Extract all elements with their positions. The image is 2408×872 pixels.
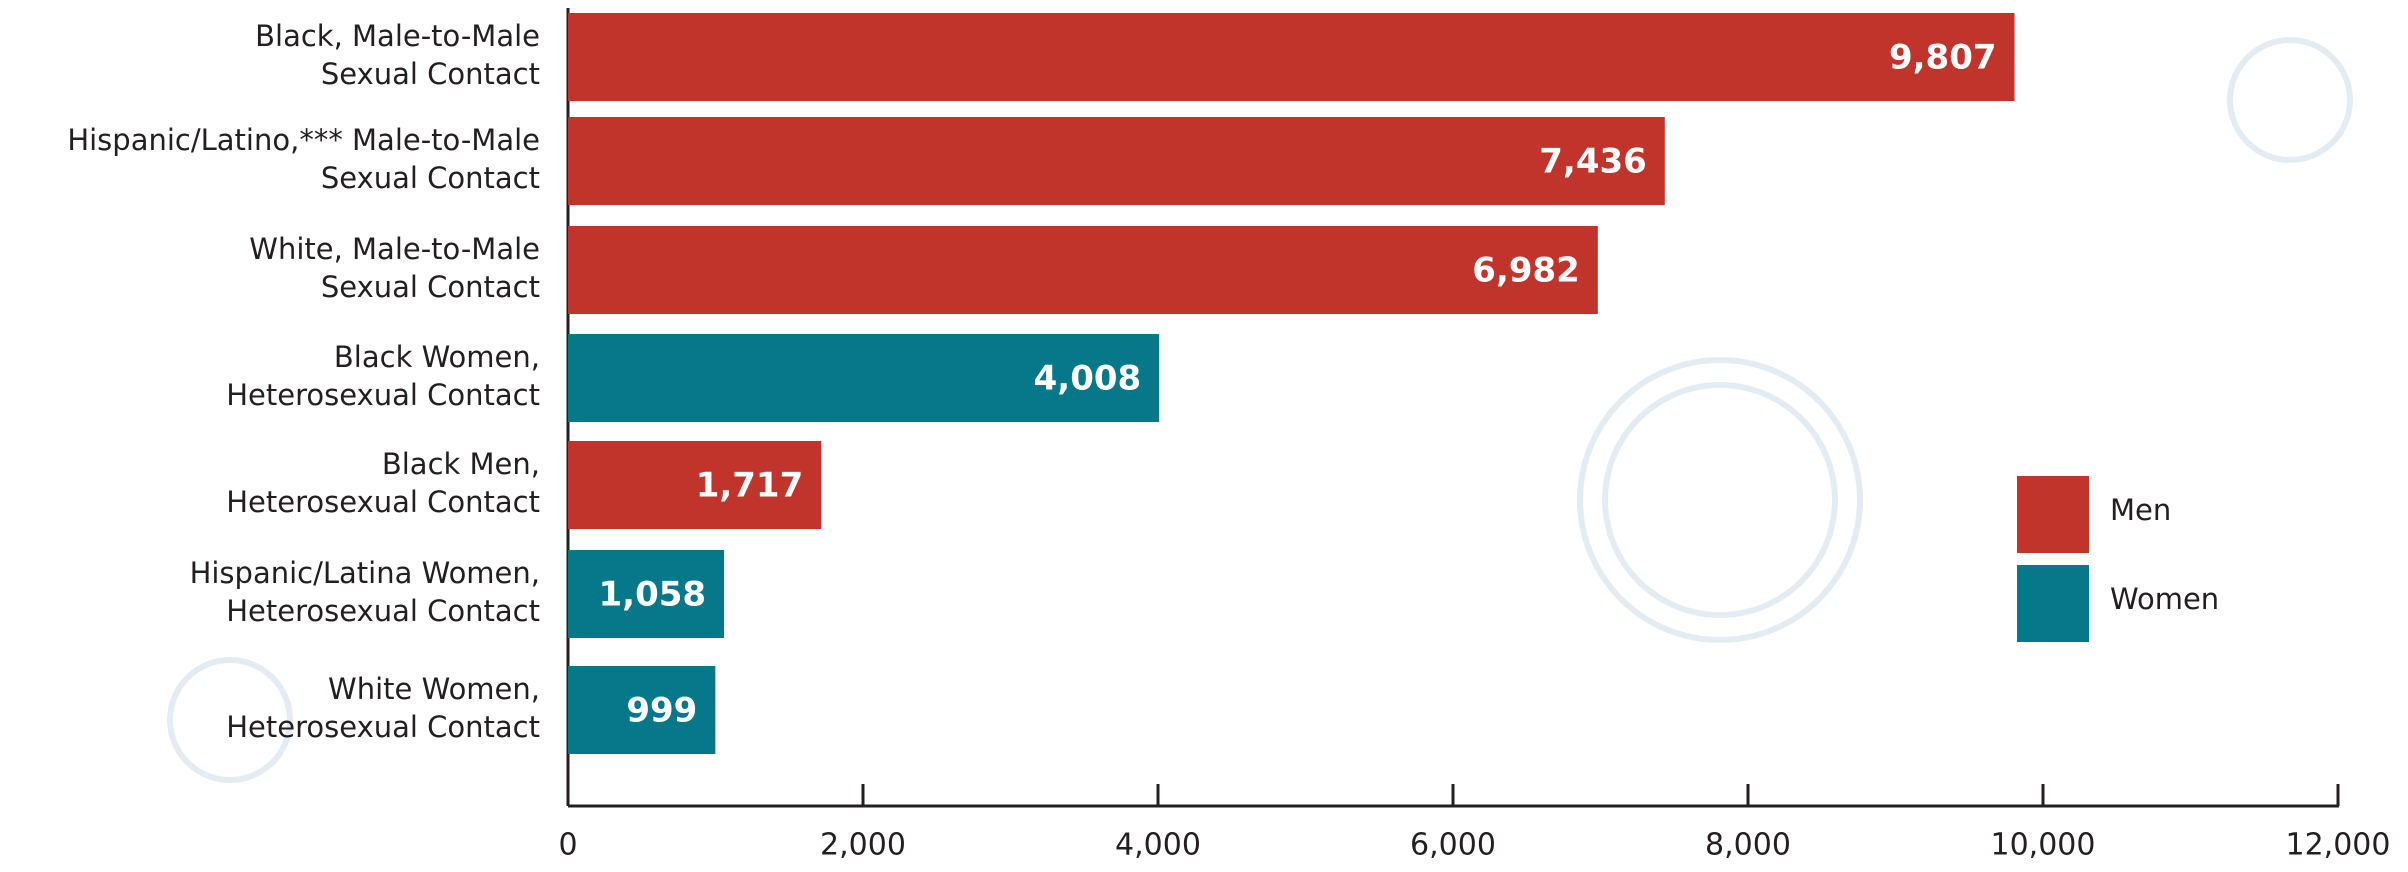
category-label: White, Male-to-Male <box>249 232 540 266</box>
x-tick-label: 12,000 <box>2286 828 2391 863</box>
category-label: Black Men, <box>382 447 540 481</box>
category-label: Heterosexual Contact <box>226 710 540 744</box>
bar <box>568 13 2015 101</box>
category-label: Sexual Contact <box>321 57 540 91</box>
category-label: Sexual Contact <box>321 270 540 304</box>
legend-swatch <box>2017 476 2089 553</box>
category-label: White Women, <box>328 672 540 706</box>
bar <box>568 334 1160 422</box>
bar <box>568 666 716 754</box>
legend-label: Men <box>2110 493 2171 527</box>
legend-swatch <box>2017 565 2089 642</box>
x-tick-label: 2,000 <box>820 828 906 863</box>
value-label: 4,008 <box>1034 359 1142 399</box>
bar <box>568 117 1665 205</box>
bar <box>568 441 822 529</box>
value-label: 1,058 <box>599 575 707 615</box>
bar <box>568 550 725 638</box>
category-label: Hispanic/Latina Women, <box>190 556 540 590</box>
legend-label: Women <box>2110 582 2219 616</box>
category-label: Heterosexual Contact <box>226 594 540 628</box>
value-label: 6,982 <box>1472 251 1580 291</box>
category-label: Heterosexual Contact <box>226 485 540 519</box>
bar <box>568 226 1598 314</box>
value-label: 9,807 <box>1889 38 1997 78</box>
x-tick-label: 4,000 <box>1115 828 1201 863</box>
x-tick-label: 0 <box>558 828 577 863</box>
category-label: Black, Male-to-Male <box>255 19 540 53</box>
x-tick-label: 8,000 <box>1705 828 1791 863</box>
category-label: Black Women, <box>334 340 540 374</box>
value-label: 999 <box>626 691 697 731</box>
background-decoration <box>167 37 2353 783</box>
category-label: Hispanic/Latino,*** Male-to-Male <box>67 123 540 157</box>
category-label: Sexual Contact <box>321 161 540 195</box>
category-label: Heterosexual Contact <box>226 378 540 412</box>
x-tick-label: 10,000 <box>1991 828 2096 863</box>
value-label: 7,436 <box>1539 142 1647 182</box>
value-label: 1,717 <box>696 466 804 506</box>
x-tick-label: 6,000 <box>1410 828 1496 863</box>
